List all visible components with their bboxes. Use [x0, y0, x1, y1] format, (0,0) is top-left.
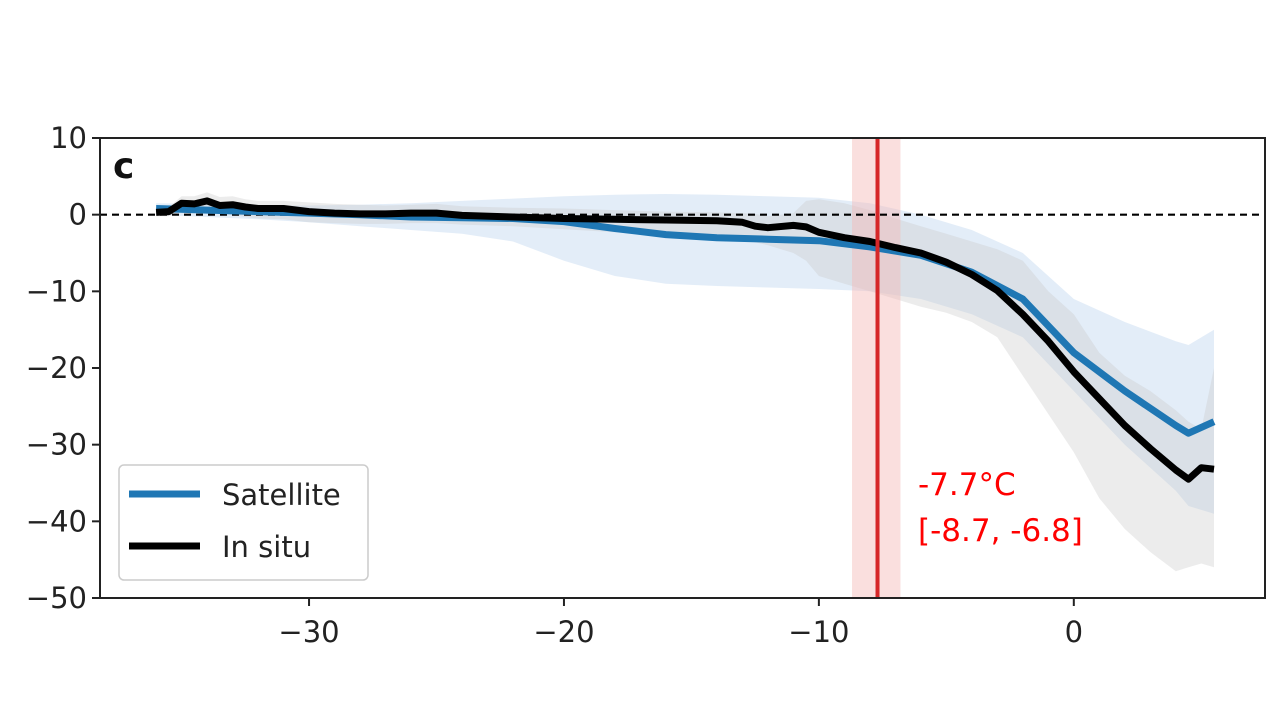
axis-ticks-layer: −30 −20 −10 0 10 0 −10 −20 −30 −40 −50 [26, 121, 1083, 649]
y-tick-label: −50 [26, 581, 87, 615]
x-tick-label: −20 [533, 615, 594, 649]
legend-label-satellite: Satellite [222, 478, 341, 512]
panel-label: c [113, 146, 134, 187]
y-tick-label: 0 [69, 198, 87, 232]
threshold-annotation: -7.7°C [-8.7, -6.8] [918, 467, 1083, 549]
in-situ-series-line [155, 197, 1215, 483]
y-tick-label: −20 [26, 351, 87, 385]
x-tick-label: −10 [788, 615, 849, 649]
threshold-value-label: -7.7°C [918, 467, 1016, 503]
y-tick-label: −40 [26, 504, 87, 538]
confidence-bands-layer [156, 192, 1215, 572]
y-tick-label: 10 [50, 121, 87, 155]
series-lines-layer [155, 197, 1216, 483]
y-tick-label: −10 [26, 274, 87, 308]
legend: Satellite In situ [118, 464, 369, 581]
x-tick-label: −30 [278, 615, 339, 649]
legend-label-in-situ: In situ [222, 530, 311, 564]
satellite-confidence-band [156, 194, 1215, 514]
x-tick-label: 0 [1065, 615, 1083, 649]
in-situ-confidence-band [156, 192, 1215, 572]
y-tick-label: −30 [26, 428, 87, 462]
threshold-interval-label: [-8.7, -6.8] [918, 513, 1083, 549]
